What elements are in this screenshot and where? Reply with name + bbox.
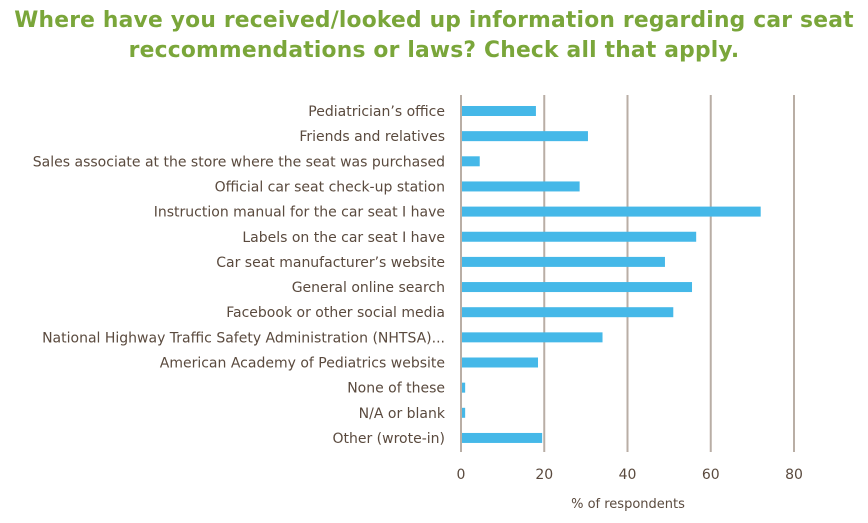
category-label: None of these bbox=[347, 381, 445, 397]
bar bbox=[462, 206, 761, 217]
gridlines bbox=[460, 95, 795, 452]
bar bbox=[462, 282, 693, 293]
x-axis-title: % of respondents bbox=[571, 497, 685, 512]
category-label: N/A or blank bbox=[359, 406, 446, 422]
bar bbox=[462, 106, 536, 116]
category-label: General online search bbox=[292, 280, 445, 296]
category-label: Car seat manufacturer’s website bbox=[216, 255, 445, 271]
chart-title-line-1: Where have you received/looked up inform… bbox=[14, 8, 854, 33]
x-tick-label: 80 bbox=[785, 467, 803, 483]
category-label: Friends and relatives bbox=[299, 129, 445, 145]
category-labels: Pediatrician’s office Friends and relativ… bbox=[33, 104, 446, 447]
x-tick-label: 0 bbox=[457, 467, 466, 483]
category-label: Labels on the car seat I have bbox=[242, 230, 445, 246]
category-label: Pediatrician’s office bbox=[308, 104, 445, 120]
x-tick-label: 40 bbox=[619, 467, 637, 483]
bar bbox=[462, 156, 480, 167]
x-tick-label: 20 bbox=[535, 467, 553, 483]
category-label: American Academy of Pediatrics website bbox=[160, 356, 445, 372]
bar bbox=[462, 407, 466, 418]
x-tick-labels: 0 20 40 60 80 bbox=[457, 467, 803, 483]
bar bbox=[462, 256, 665, 267]
bar bbox=[462, 307, 674, 318]
category-label: Official car seat check-up station bbox=[215, 179, 445, 195]
bar bbox=[462, 357, 539, 368]
bar bbox=[462, 432, 543, 443]
category-label: Facebook or other social media bbox=[226, 305, 445, 321]
bar bbox=[462, 231, 697, 242]
category-label: National Highway Traffic Safety Administ… bbox=[42, 330, 445, 346]
bar bbox=[462, 181, 580, 192]
bar bbox=[462, 131, 588, 142]
bar bbox=[462, 382, 466, 393]
bar bbox=[462, 332, 603, 343]
chart-title: Where have you received/looked up inform… bbox=[0, 6, 868, 66]
chart-title-line-2: reccommendations or laws? Check all that… bbox=[128, 38, 740, 63]
x-tick-label: 60 bbox=[702, 467, 720, 483]
category-label: Instruction manual for the car seat I ha… bbox=[154, 205, 445, 221]
category-label: Sales associate at the store where the s… bbox=[33, 154, 445, 170]
category-label: Other (wrote-in) bbox=[332, 431, 445, 447]
bars bbox=[462, 106, 761, 443]
